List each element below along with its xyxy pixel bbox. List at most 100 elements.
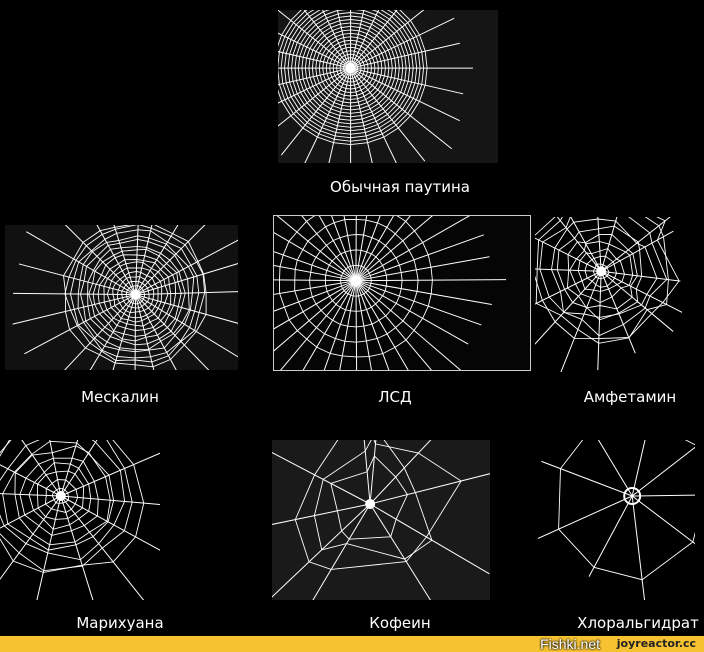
web-hub [55, 491, 66, 501]
web-radial-thread [274, 280, 357, 330]
web-spiral-thread [308, 25, 393, 111]
web-radial-thread [60, 440, 98, 497]
web-radial-thread [302, 280, 357, 370]
web-radial-thread [556, 217, 602, 272]
web-radial-thread [272, 503, 371, 598]
web-spiral-thread [0, 440, 133, 572]
web-radial-thread [274, 265, 357, 282]
web-radial-thread [323, 280, 357, 370]
web-radial-thread [60, 495, 94, 600]
web-radial-thread [36, 495, 62, 600]
web-image-marijuana [0, 440, 160, 600]
web-radial-thread [631, 495, 646, 600]
web-spiral-thread [97, 259, 172, 331]
web-chloral-drawing [538, 440, 695, 600]
web-radial-thread [274, 279, 356, 282]
web-radial-thread [0, 493, 61, 497]
web-radial-thread [570, 217, 602, 272]
web-radial-thread [274, 280, 357, 352]
web-radial-thread [355, 279, 507, 282]
web-radial-thread [343, 216, 357, 281]
web-hub [345, 63, 356, 74]
web-radial-thread [278, 67, 351, 86]
web-spiral-thread [87, 245, 186, 346]
web-spiral-thread [339, 57, 362, 80]
web-radial-thread [355, 216, 381, 281]
web-radial-thread [355, 280, 358, 370]
web-radial-thread [312, 503, 371, 600]
web-spiral-thread [304, 22, 397, 114]
web-radial-thread [538, 495, 633, 539]
web-radial-thread [355, 280, 409, 370]
label-chloral: Хлоральгидрат [577, 614, 699, 632]
web-radial-thread [600, 270, 674, 332]
label-caffeine: Кофеин [369, 614, 431, 632]
web-image-amphetamine [535, 217, 682, 372]
web-spiral-thread [538, 440, 695, 600]
web-radial-thread [355, 216, 357, 281]
web-radial-thread [276, 216, 357, 282]
web-radial-thread [134, 225, 139, 295]
web-radial-thread [112, 294, 136, 370]
web-radial-thread [350, 67, 464, 95]
web-radial-thread [135, 263, 238, 296]
web-spiral-thread [311, 29, 390, 107]
label-normal: Обычная паутина [330, 178, 470, 196]
bottom-strip [0, 636, 704, 652]
web-spiral-thread [279, 216, 433, 358]
web-radial-thread [355, 216, 411, 282]
web-radial-thread [272, 452, 371, 505]
web-radial-thread [369, 440, 377, 505]
web-radial-thread [631, 440, 646, 497]
web-lsd-drawing [274, 216, 507, 370]
web-spiral-thread [569, 241, 634, 304]
web-radial-thread [274, 251, 357, 282]
web-radial-thread [350, 67, 453, 150]
web-spiral-thread [556, 225, 643, 321]
web-spiral-thread [64, 225, 206, 363]
web-spiral-thread [291, 10, 411, 128]
web-radial-thread [26, 231, 136, 296]
web-spiral-thread [324, 249, 388, 312]
web-image-chloral [538, 440, 695, 600]
web-radial-thread [350, 67, 460, 122]
web-spiral-thread [92, 254, 177, 337]
web-spiral-thread [558, 440, 695, 581]
web-hub [365, 499, 376, 509]
web-spiral-thread [44, 479, 79, 513]
web-image-mescaline [5, 225, 238, 370]
web-radial-thread [278, 67, 351, 104]
web-spiral-thread [280, 10, 421, 139]
label-mescaline: Мескалин [81, 388, 159, 406]
web-spiral-thread [325, 43, 376, 93]
web-radial-thread [135, 225, 206, 295]
web-spiral-thread [28, 462, 92, 530]
web-hub [130, 289, 141, 300]
web-image-caffeine [272, 440, 490, 600]
web-spiral-thread [577, 248, 625, 292]
web-spiral-thread [37, 470, 85, 520]
web-radial-thread [355, 256, 490, 282]
web-radial-thread [274, 280, 357, 295]
web-radial-thread [588, 495, 633, 577]
web-radial-thread [135, 294, 177, 370]
web-radial-thread [355, 280, 462, 370]
web-radial-thread [60, 452, 160, 497]
web-spiral-thread [539, 217, 668, 337]
web-radial-thread [350, 10, 380, 69]
web-radial-thread [328, 68, 352, 163]
web-spiral-thread [278, 10, 428, 146]
web-spiral-thread [294, 218, 419, 343]
web-image-normal [278, 10, 498, 163]
web-spiral-thread [106, 267, 163, 323]
web-radial-thread [135, 225, 179, 295]
web-radial-thread [369, 503, 490, 575]
watermark-joyreactor: joyreactor.cc [616, 637, 696, 650]
web-spiral-thread [63, 225, 207, 368]
web-radial-thread [355, 280, 492, 305]
web-radial-thread [535, 270, 602, 305]
web-radial-thread [560, 271, 602, 372]
web-radial-thread [535, 268, 602, 272]
web-caffeine-drawing [272, 440, 490, 600]
web-radial-thread [600, 271, 636, 354]
